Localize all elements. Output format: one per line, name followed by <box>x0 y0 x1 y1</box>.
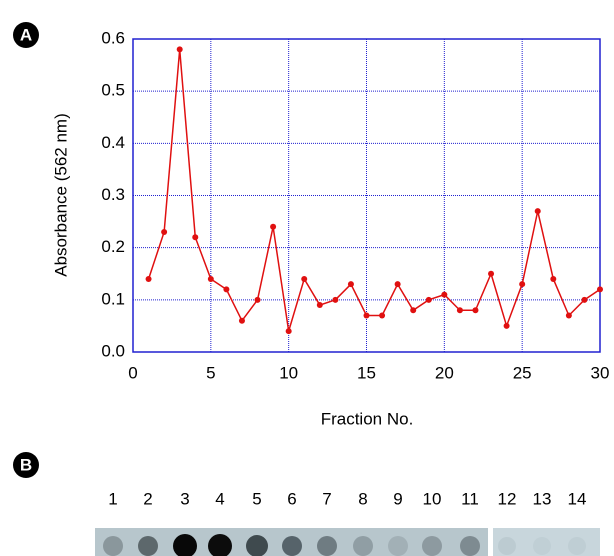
panel-label: A <box>20 25 32 44</box>
blot-dot <box>533 537 551 555</box>
y-tick-label: 0.1 <box>101 289 125 308</box>
blot-dot <box>460 536 480 556</box>
data-point <box>379 312 385 318</box>
lane-label: 3 <box>180 489 189 508</box>
x-tick-label: 10 <box>279 363 298 382</box>
data-point <box>255 297 261 303</box>
y-tick-label: 0.2 <box>101 237 125 256</box>
panel-label: B <box>20 455 32 474</box>
y-tick-label: 0.5 <box>101 81 125 100</box>
x-axis-label: Fraction No. <box>321 409 414 428</box>
lane-label: 8 <box>358 489 367 508</box>
dot-blot <box>95 528 600 556</box>
y-tick-label: 0.6 <box>101 28 125 47</box>
data-point <box>161 229 167 235</box>
data-point <box>519 281 525 287</box>
data-point <box>472 307 478 313</box>
data-point <box>239 318 245 324</box>
y-tick-label: 0.4 <box>101 133 125 152</box>
data-point <box>286 328 292 334</box>
data-point <box>441 292 447 298</box>
data-point <box>270 224 276 230</box>
data-point <box>410 307 416 313</box>
lane-label: 1 <box>108 489 117 508</box>
data-point <box>457 307 463 313</box>
x-tick-label: 30 <box>591 363 610 382</box>
blot-dot <box>103 536 123 556</box>
data-point <box>177 46 183 52</box>
data-point <box>208 276 214 282</box>
blot-dot <box>388 536 408 556</box>
data-point <box>550 276 556 282</box>
data-point <box>348 281 354 287</box>
data-point <box>192 234 198 240</box>
data-point <box>581 297 587 303</box>
lane-label: 14 <box>568 489 587 508</box>
x-tick-label: 0 <box>128 363 137 382</box>
data-point <box>488 271 494 277</box>
data-point <box>395 281 401 287</box>
data-point <box>597 286 603 292</box>
lane-label: 13 <box>533 489 552 508</box>
data-point <box>223 286 229 292</box>
x-tick-label: 15 <box>357 363 376 382</box>
lane-label: 5 <box>252 489 261 508</box>
x-tick-label: 5 <box>206 363 215 382</box>
data-point <box>317 302 323 308</box>
lane-label: 7 <box>322 489 331 508</box>
lane-label: 9 <box>393 489 402 508</box>
data-point <box>535 208 541 214</box>
data-point <box>504 323 510 329</box>
blot-dot <box>317 536 337 556</box>
lane-label: 11 <box>461 489 479 508</box>
data-point <box>332 297 338 303</box>
blot-dot <box>422 536 442 556</box>
blot-dot <box>498 537 516 555</box>
data-point <box>426 297 432 303</box>
figure: A B Absorbance (562 nm) Fraction No. 123… <box>0 0 614 556</box>
lane-label: 10 <box>423 489 442 508</box>
x-tick-label: 25 <box>513 363 532 382</box>
y-axis-label: Absorbance (562 nm) <box>51 113 70 276</box>
data-point <box>146 276 152 282</box>
data-point <box>566 312 572 318</box>
blot-dot <box>246 535 268 556</box>
blot-dot <box>353 536 373 556</box>
lane-label: 4 <box>215 489 224 508</box>
blot-dot <box>282 536 302 556</box>
data-point <box>301 276 307 282</box>
data-point <box>364 312 370 318</box>
data-line <box>149 49 600 331</box>
lane-label: 2 <box>143 489 152 508</box>
blot-dot <box>138 536 158 556</box>
x-tick-label: 20 <box>435 363 454 382</box>
y-tick-label: 0.0 <box>101 341 125 360</box>
blot-dot <box>568 537 586 555</box>
y-tick-label: 0.3 <box>101 185 125 204</box>
lane-label: 6 <box>287 489 296 508</box>
lane-label: 12 <box>498 489 517 508</box>
